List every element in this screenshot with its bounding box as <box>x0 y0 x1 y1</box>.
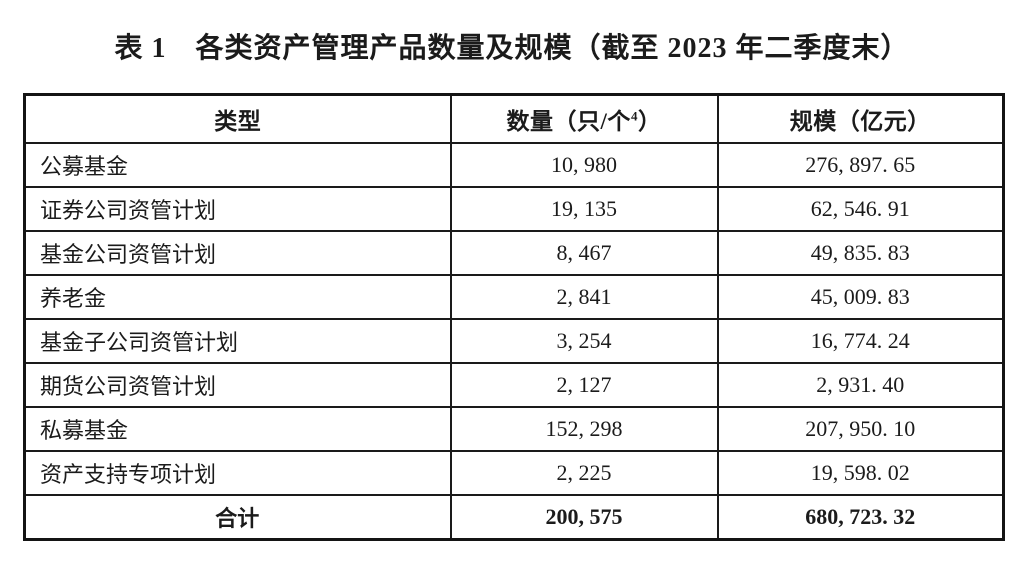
cell-type: 资产支持专项计划 <box>23 450 452 496</box>
cell-count: 3, 254 <box>449 318 719 364</box>
cell-count: 2, 225 <box>449 450 719 496</box>
cell-count: 8, 467 <box>449 230 719 276</box>
header-scale: 规模（亿元） <box>716 93 1005 144</box>
table-row: 基金子公司资管计划 3, 254 16, 774. 24 <box>23 318 1005 364</box>
cell-type: 养老金 <box>23 274 452 320</box>
table-row: 公募基金 10, 980 276, 897. 65 <box>23 142 1005 188</box>
cell-scale: 45, 009. 83 <box>716 274 1005 320</box>
table-row: 私募基金 152, 298 207, 950. 10 <box>23 406 1005 452</box>
cell-count: 2, 841 <box>449 274 719 320</box>
cell-count: 19, 135 <box>449 186 719 232</box>
footnote-marker: 4 <box>630 108 638 124</box>
cell-type: 证券公司资管计划 <box>23 186 452 232</box>
asset-management-table: 类型 数量（只/个4） 规模（亿元） 公募基金 10, 980 276, 897… <box>23 93 1005 541</box>
header-row: 类型 数量（只/个4） 规模（亿元） <box>23 93 1005 144</box>
cell-type: 期货公司资管计划 <box>23 362 452 408</box>
cell-count: 10, 980 <box>449 142 719 188</box>
cell-count: 2, 127 <box>449 362 719 408</box>
total-row: 合计 200, 575 680, 723. 32 <box>23 494 1005 541</box>
cell-type: 基金子公司资管计划 <box>23 318 452 364</box>
cell-scale: 2, 931. 40 <box>716 362 1005 408</box>
header-count: 数量（只/个4） <box>449 93 719 144</box>
table-caption: 表 1 各类资产管理产品数量及规模（截至 2023 年二季度末） <box>114 33 910 64</box>
cell-scale: 19, 598. 02 <box>716 450 1005 496</box>
cell-scale: 49, 835. 83 <box>716 230 1005 276</box>
cell-total-count: 200, 575 <box>449 494 719 541</box>
cell-total-scale: 680, 723. 32 <box>716 494 1005 541</box>
cell-total-label: 合计 <box>23 494 452 541</box>
table-row: 资产支持专项计划 2, 225 19, 598. 02 <box>23 450 1005 496</box>
header-scale-label: 规模（亿元） <box>789 109 931 134</box>
cell-scale: 16, 774. 24 <box>716 318 1005 364</box>
cell-scale: 276, 897. 65 <box>716 142 1005 188</box>
table-row: 养老金 2, 841 45, 009. 83 <box>23 274 1005 320</box>
cell-type: 基金公司资管计划 <box>23 230 452 276</box>
header-count-prefix: 数量（只/个 <box>506 109 631 134</box>
header-count-suffix: ） <box>637 109 662 134</box>
header-type: 类型 <box>23 93 452 144</box>
cell-type: 公募基金 <box>23 142 452 188</box>
cell-scale: 62, 546. 91 <box>716 186 1005 232</box>
header-type-label: 类型 <box>214 109 262 134</box>
cell-count: 152, 298 <box>449 406 719 452</box>
table-row: 基金公司资管计划 8, 467 49, 835. 83 <box>23 230 1005 276</box>
table-row: 期货公司资管计划 2, 127 2, 931. 40 <box>23 362 1005 408</box>
cell-scale: 207, 950. 10 <box>716 406 1005 452</box>
cell-type: 私募基金 <box>23 406 452 452</box>
table-row: 证券公司资管计划 19, 135 62, 546. 91 <box>23 186 1005 232</box>
